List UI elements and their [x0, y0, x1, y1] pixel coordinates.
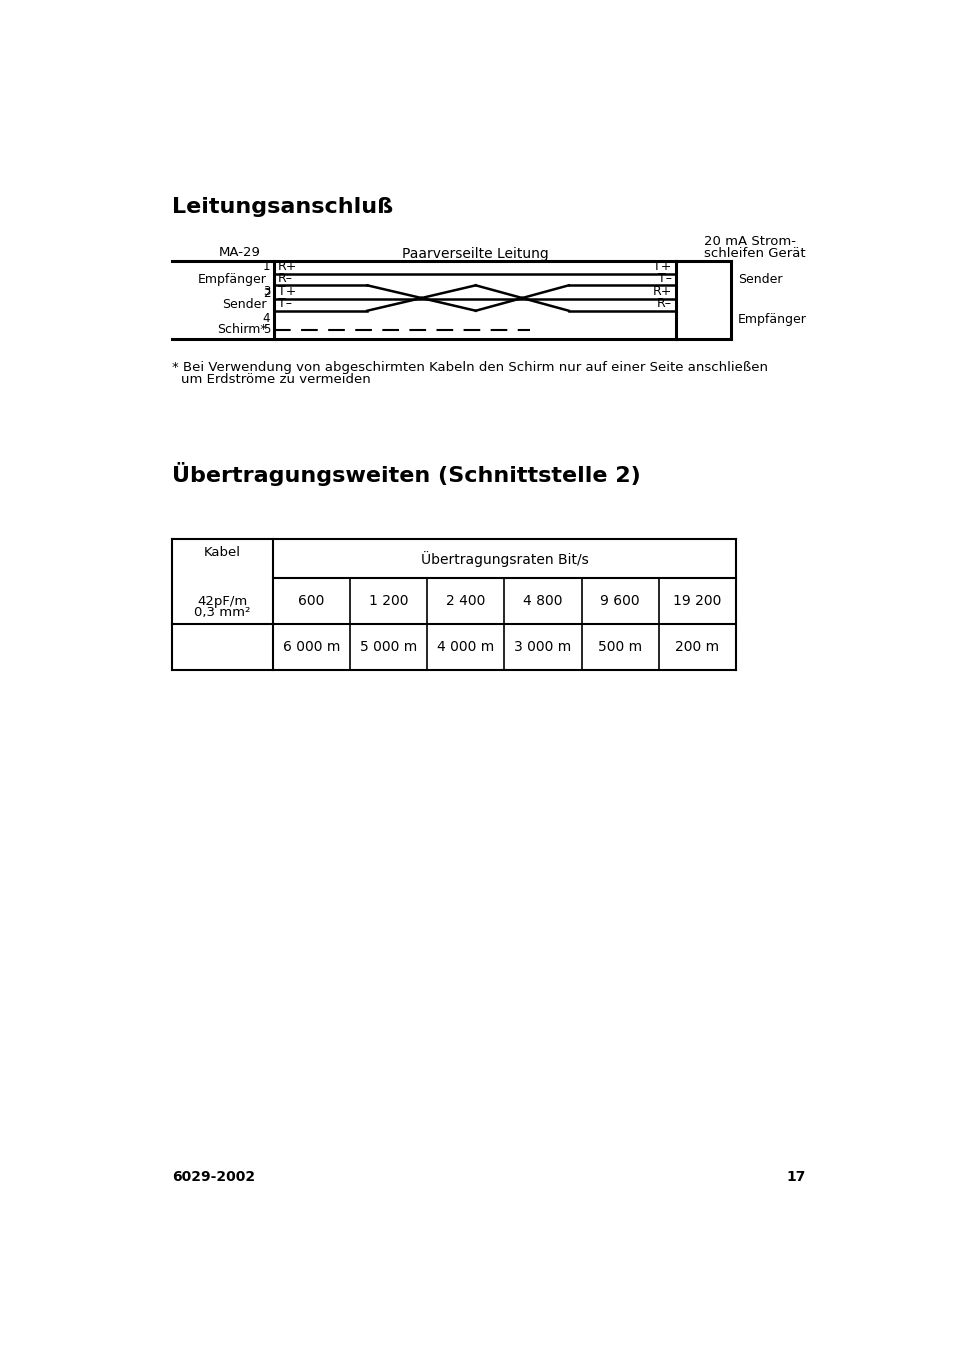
Text: Schirm*: Schirm*: [216, 323, 266, 336]
Text: 1: 1: [263, 259, 270, 273]
Text: 4 800: 4 800: [523, 594, 562, 608]
Text: 3: 3: [263, 285, 270, 299]
Text: Empfänger: Empfänger: [197, 273, 266, 286]
Text: * Bei Verwendung von abgeschirmten Kabeln den Schirm nur auf einer Seite anschli: * Bei Verwendung von abgeschirmten Kabel…: [172, 361, 767, 374]
Text: T+: T+: [278, 285, 296, 299]
Text: T+: T+: [653, 259, 671, 273]
Text: 5: 5: [263, 323, 270, 336]
Text: 3 000 m: 3 000 m: [514, 640, 571, 654]
Text: T–: T–: [658, 272, 671, 285]
Text: 17: 17: [785, 1170, 805, 1183]
Text: 6029-2002: 6029-2002: [172, 1170, 254, 1183]
Text: R+: R+: [278, 259, 297, 273]
Text: 500 m: 500 m: [598, 640, 641, 654]
Text: R+: R+: [652, 285, 671, 299]
Text: Sender: Sender: [737, 273, 781, 286]
Text: R–: R–: [278, 272, 293, 285]
Text: 20 mA Strom-: 20 mA Strom-: [703, 235, 796, 249]
Text: 200 m: 200 m: [675, 640, 719, 654]
Text: 2 400: 2 400: [446, 594, 485, 608]
Text: Leitungsanschluß: Leitungsanschluß: [172, 197, 393, 216]
Text: 0,3 mm²: 0,3 mm²: [193, 607, 251, 619]
Text: 5 000 m: 5 000 m: [359, 640, 416, 654]
Text: 1 200: 1 200: [369, 594, 408, 608]
Text: schleifen Gerät: schleifen Gerät: [703, 247, 805, 259]
Text: 4: 4: [263, 312, 270, 326]
Text: 4 000 m: 4 000 m: [436, 640, 494, 654]
Text: Kabel: Kabel: [204, 546, 240, 559]
Text: R–: R–: [656, 297, 671, 309]
Text: MA-29: MA-29: [218, 246, 260, 259]
Text: Übertragungsraten Bit/s: Übertragungsraten Bit/s: [420, 551, 588, 566]
Text: 9 600: 9 600: [599, 594, 639, 608]
Text: T–: T–: [278, 297, 292, 309]
Text: 19 200: 19 200: [673, 594, 721, 608]
Text: Sender: Sender: [222, 299, 266, 312]
Text: Übertragungsweiten (Schnittstelle 2): Übertragungsweiten (Schnittstelle 2): [172, 462, 640, 486]
Text: Paarverseilte Leitung: Paarverseilte Leitung: [401, 247, 548, 261]
Text: 6 000 m: 6 000 m: [282, 640, 339, 654]
Text: 600: 600: [298, 594, 324, 608]
Text: 2: 2: [263, 286, 270, 300]
Text: Empfänger: Empfänger: [737, 312, 805, 326]
Text: 42pF/m: 42pF/m: [197, 594, 247, 608]
Text: um Erdströme zu vermeiden: um Erdströme zu vermeiden: [181, 373, 371, 386]
